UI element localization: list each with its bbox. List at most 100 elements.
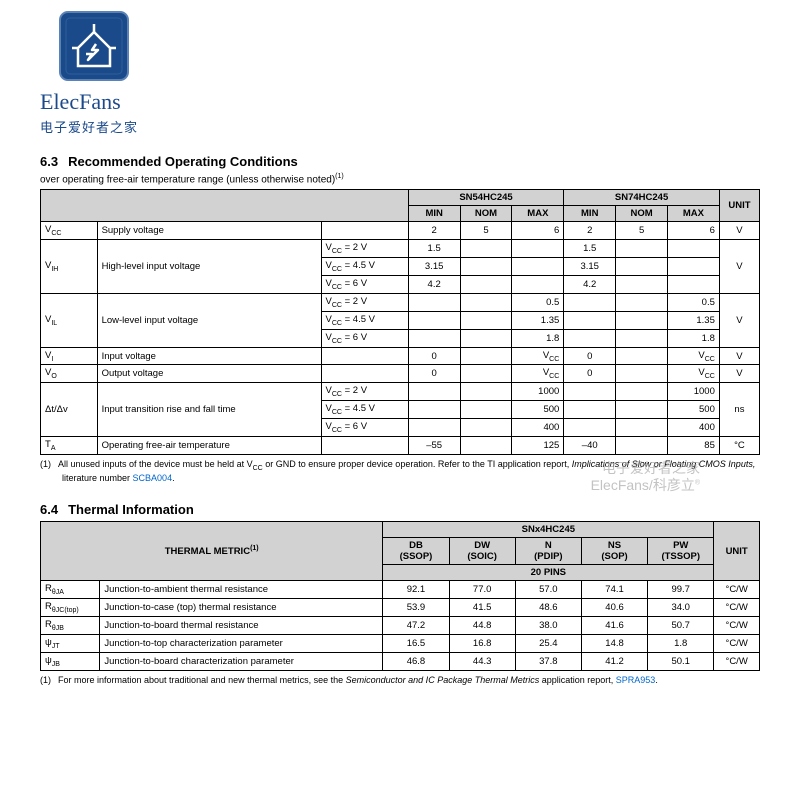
package-header: PW(TSSOP) — [648, 538, 714, 565]
thermal-metric-header: THERMAL METRIC(1) — [41, 522, 383, 581]
thermal-value: 34.0 — [648, 598, 714, 616]
param-desc: High-level input voltage — [97, 240, 321, 294]
val-min-b: –40 — [564, 437, 616, 455]
val-min-a: –55 — [408, 437, 460, 455]
param-desc: Low-level input voltage — [97, 293, 321, 347]
param-unit: V — [719, 293, 759, 347]
val-nom-b — [616, 276, 668, 294]
param-unit: V — [719, 365, 759, 383]
param-cond: VCC = 4.5 V — [321, 311, 408, 329]
val-min-a: 0 — [408, 365, 460, 383]
val-nom-a — [460, 365, 512, 383]
val-max-b — [668, 276, 720, 294]
val-max-b — [668, 240, 720, 258]
param-cond: VCC = 2 V — [321, 293, 408, 311]
val-max-a — [512, 258, 564, 276]
thermal-symbol: RθJB — [41, 616, 100, 634]
val-min-b — [564, 383, 616, 401]
thermal-desc: Junction-to-board thermal resistance — [100, 616, 383, 634]
thermal-value: 41.2 — [581, 652, 647, 670]
val-nom-a — [460, 329, 512, 347]
val-min-b — [564, 311, 616, 329]
thermal-product: SNx4HC245 — [383, 522, 714, 538]
thermal-value: 92.1 — [383, 581, 449, 599]
val-min-b — [564, 329, 616, 347]
val-nom-b — [616, 329, 668, 347]
thermal-value: 37.8 — [515, 652, 581, 670]
operating-conditions-table: SN54HC245 SN74HC245 UNIT MIN NOM MAX MIN… — [40, 189, 760, 455]
thermal-value: 44.3 — [449, 652, 515, 670]
val-min-a: 3.15 — [408, 258, 460, 276]
thermal-value: 16.8 — [449, 634, 515, 652]
val-nom-a — [460, 293, 512, 311]
thermal-value: 16.5 — [383, 634, 449, 652]
param-cond: VCC = 6 V — [321, 329, 408, 347]
val-nom-a — [460, 347, 512, 365]
val-max-a — [512, 276, 564, 294]
thermal-value: 48.6 — [515, 598, 581, 616]
param-cond — [321, 365, 408, 383]
footnote-link-spra953[interactable]: SPRA953 — [616, 675, 656, 685]
val-min-a — [408, 401, 460, 419]
col-min-a: MIN — [408, 206, 460, 222]
thermal-table: THERMAL METRIC(1) SNx4HC245 UNIT DB(SSOP… — [40, 521, 760, 670]
thermal-unit: °C/W — [714, 634, 760, 652]
thermal-symbol: RθJC(top) — [41, 598, 100, 616]
val-max-a: 6 — [512, 222, 564, 240]
val-max-a: 500 — [512, 401, 564, 419]
param-cond: VCC = 4.5 V — [321, 258, 408, 276]
val-nom-a — [460, 401, 512, 419]
thermal-value: 47.2 — [383, 616, 449, 634]
val-max-b — [668, 258, 720, 276]
thermal-symbol: ψJT — [41, 634, 100, 652]
val-nom-a — [460, 383, 512, 401]
package-header: NS(SOP) — [581, 538, 647, 565]
val-max-b: VCC — [668, 365, 720, 383]
val-nom-a: 5 — [460, 222, 512, 240]
val-min-b: 1.5 — [564, 240, 616, 258]
val-max-a: 1.8 — [512, 329, 564, 347]
param-unit: V — [719, 222, 759, 240]
val-max-a: VCC — [512, 365, 564, 383]
val-min-b — [564, 293, 616, 311]
col-nom-b: NOM — [616, 206, 668, 222]
package-header: DW(SOIC) — [449, 538, 515, 565]
val-max-b: 6 — [668, 222, 720, 240]
param-symbol: VIL — [41, 293, 98, 347]
val-max-a: 400 — [512, 419, 564, 437]
val-nom-a — [460, 258, 512, 276]
val-nom-b — [616, 401, 668, 419]
param-desc: Supply voltage — [97, 222, 321, 240]
section-64-footnote: (1)For more information about traditiona… — [40, 675, 760, 687]
val-min-b: 0 — [564, 347, 616, 365]
logo-block: ElecFans 电子爱好者之家 — [40, 10, 760, 136]
val-max-a: 125 — [512, 437, 564, 455]
table-header-blank — [41, 190, 409, 222]
val-nom-b — [616, 240, 668, 258]
thermal-desc: Junction-to-top characterization paramet… — [100, 634, 383, 652]
val-max-b: 1000 — [668, 383, 720, 401]
val-min-b: 0 — [564, 365, 616, 383]
col-max-a: MAX — [512, 206, 564, 222]
col-max-b: MAX — [668, 206, 720, 222]
thermal-unit: °C/W — [714, 581, 760, 599]
thermal-pins: 20 PINS — [383, 565, 714, 581]
val-nom-b — [616, 383, 668, 401]
thermal-value: 40.6 — [581, 598, 647, 616]
brand-subtitle: 电子爱好者之家 — [40, 117, 760, 136]
param-unit: ns — [719, 383, 759, 437]
val-min-a: 2 — [408, 222, 460, 240]
param-desc: Operating free-air temperature — [97, 437, 321, 455]
param-cond: VCC = 6 V — [321, 419, 408, 437]
val-nom-a — [460, 419, 512, 437]
val-min-a: 4.2 — [408, 276, 460, 294]
section-64-title: 6.4Thermal Information — [40, 502, 760, 517]
val-nom-b — [616, 419, 668, 437]
thermal-value: 25.4 — [515, 634, 581, 652]
thermal-value: 99.7 — [648, 581, 714, 599]
val-min-b: 4.2 — [564, 276, 616, 294]
param-symbol: VO — [41, 365, 98, 383]
col-min-b: MIN — [564, 206, 616, 222]
param-desc: Output voltage — [97, 365, 321, 383]
thermal-value: 38.0 — [515, 616, 581, 634]
